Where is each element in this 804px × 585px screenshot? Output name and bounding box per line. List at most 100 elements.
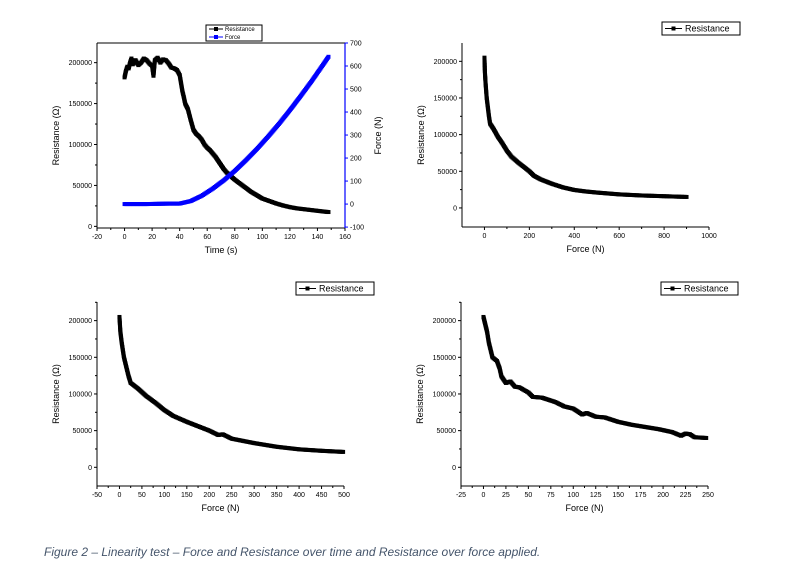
y-tick-label: 200000 xyxy=(69,60,92,67)
chart-2: 0 200 400 600 800 1000 0 50000 100000 150000 20000… xyxy=(416,21,741,254)
y-tick-label: 0 xyxy=(88,465,92,472)
x-tick-label: 600 xyxy=(613,233,625,240)
series-resistance xyxy=(122,55,331,215)
data-point xyxy=(704,435,709,440)
chart-3: -50 0 50 100 150 200 250 300 350 400 450 500 0 50000 1… xyxy=(51,281,375,513)
x-tick-label: 200 xyxy=(657,492,669,499)
x-tick-label: 250 xyxy=(226,492,238,499)
x-tick-label: 175 xyxy=(635,492,647,499)
y-tick-label: 0 xyxy=(452,465,456,472)
x-tick-label: 50 xyxy=(524,492,532,499)
figure-caption: Figure 2 – Linearity test – Force and Re… xyxy=(44,545,541,559)
y-axis-title: Resistance (Ω) xyxy=(416,105,426,165)
series-resistance xyxy=(481,314,709,440)
y-axis-title: Resistance (Ω) xyxy=(51,364,61,424)
y-tick-label: 200000 xyxy=(69,318,92,325)
data-point xyxy=(684,194,689,199)
y2-tick-label: 400 xyxy=(350,110,362,117)
x-tick-label: 20 xyxy=(148,234,156,241)
y-tick-label: 0 xyxy=(453,205,457,212)
legend-box xyxy=(295,281,375,296)
y2-axis-title: Force (N) xyxy=(373,116,383,154)
x-tick-label: 1000 xyxy=(701,233,717,240)
chart-1: -20 0 20 40 60 80 100 120 140 1600500001000001500… xyxy=(51,24,383,255)
legend-square-marker xyxy=(214,35,218,39)
legend-square-marker xyxy=(305,286,310,291)
y2-tick-label: 200 xyxy=(350,156,362,163)
legend-label: Resistance xyxy=(319,284,364,294)
legend-square-marker xyxy=(671,26,676,31)
x-tick-label: 120 xyxy=(284,234,296,241)
x-tick-label: 60 xyxy=(203,234,211,241)
y2-tick-label: -100 xyxy=(350,225,364,232)
x-tick-label: 800 xyxy=(658,233,670,240)
x-tick-label: 450 xyxy=(316,492,328,499)
y-tick-label: 150000 xyxy=(69,101,92,108)
y-tick-label: 150000 xyxy=(434,95,457,102)
x-tick-label: 80 xyxy=(231,234,239,241)
legend-square-marker xyxy=(670,286,675,291)
legend-box xyxy=(660,281,739,296)
x-tick-label: 0 xyxy=(483,233,487,240)
y-tick-label: 200000 xyxy=(433,318,456,325)
x-tick-label: 400 xyxy=(293,492,305,499)
series-resistance xyxy=(117,314,346,454)
legend-box xyxy=(661,21,741,36)
x-tick-label: 300 xyxy=(248,492,260,499)
x-axis-title: Force (N) xyxy=(566,503,604,513)
x-tick-label: 200 xyxy=(524,233,536,240)
x-tick-label: 75 xyxy=(547,492,555,499)
y-tick-label: 50000 xyxy=(438,169,458,176)
x-tick-label: 125 xyxy=(590,492,602,499)
y2-tick-label: 100 xyxy=(350,179,362,186)
x-tick-label: 160 xyxy=(339,234,351,241)
x-tick-label: 100 xyxy=(567,492,579,499)
x-tick-label: -25 xyxy=(456,492,466,499)
legend-label: Resistance xyxy=(225,27,255,33)
data-point xyxy=(326,54,331,59)
x-tick-label: 100 xyxy=(256,234,268,241)
legend-label: Force xyxy=(225,35,241,41)
y-tick-label: 100000 xyxy=(433,391,456,398)
y2-tick-label: 0 xyxy=(350,202,354,209)
x-axis-title: Force (N) xyxy=(567,244,605,254)
x-tick-label: 500 xyxy=(338,492,350,499)
y2-tick-label: 600 xyxy=(350,64,362,71)
data-point xyxy=(341,449,346,454)
x-tick-label: 40 xyxy=(176,234,184,241)
y-axis-title: Resistance (Ω) xyxy=(415,364,425,424)
series-resistance xyxy=(482,55,689,199)
y-tick-label: 150000 xyxy=(433,355,456,362)
x-tick-label: -20 xyxy=(92,234,102,241)
y2-tick-label: 300 xyxy=(350,133,362,140)
x-tick-label: 350 xyxy=(271,492,283,499)
x-tick-label: 50 xyxy=(138,492,146,499)
x-tick-label: 140 xyxy=(312,234,324,241)
x-tick-label: 225 xyxy=(680,492,692,499)
y2-tick-label: 500 xyxy=(350,87,362,94)
y-tick-label: 100000 xyxy=(434,132,457,139)
y-tick-label: 100000 xyxy=(69,142,92,149)
legend-square-marker xyxy=(214,27,218,31)
legend: Resistance Force xyxy=(205,24,263,42)
legend: Resistance xyxy=(661,21,741,36)
x-tick-label: 200 xyxy=(203,492,215,499)
y-tick-label: 0 xyxy=(88,224,92,231)
x-axis-title: Time (s) xyxy=(205,245,238,255)
legend-label: Resistance xyxy=(684,284,729,294)
series-force xyxy=(122,54,331,207)
x-tick-label: 0 xyxy=(118,492,122,499)
legend: Resistance xyxy=(295,281,375,296)
x-tick-label: 250 xyxy=(702,492,714,499)
x-tick-label: 400 xyxy=(568,233,580,240)
y-tick-label: 150000 xyxy=(69,355,92,362)
legend: Resistance xyxy=(660,281,739,296)
y-tick-label: 50000 xyxy=(73,183,93,190)
data-point xyxy=(326,210,331,215)
x-tick-label: 100 xyxy=(159,492,171,499)
y-tick-label: 50000 xyxy=(437,428,457,435)
x-tick-label: 150 xyxy=(612,492,624,499)
x-tick-label: 25 xyxy=(502,492,510,499)
x-tick-label: -50 xyxy=(92,492,102,499)
